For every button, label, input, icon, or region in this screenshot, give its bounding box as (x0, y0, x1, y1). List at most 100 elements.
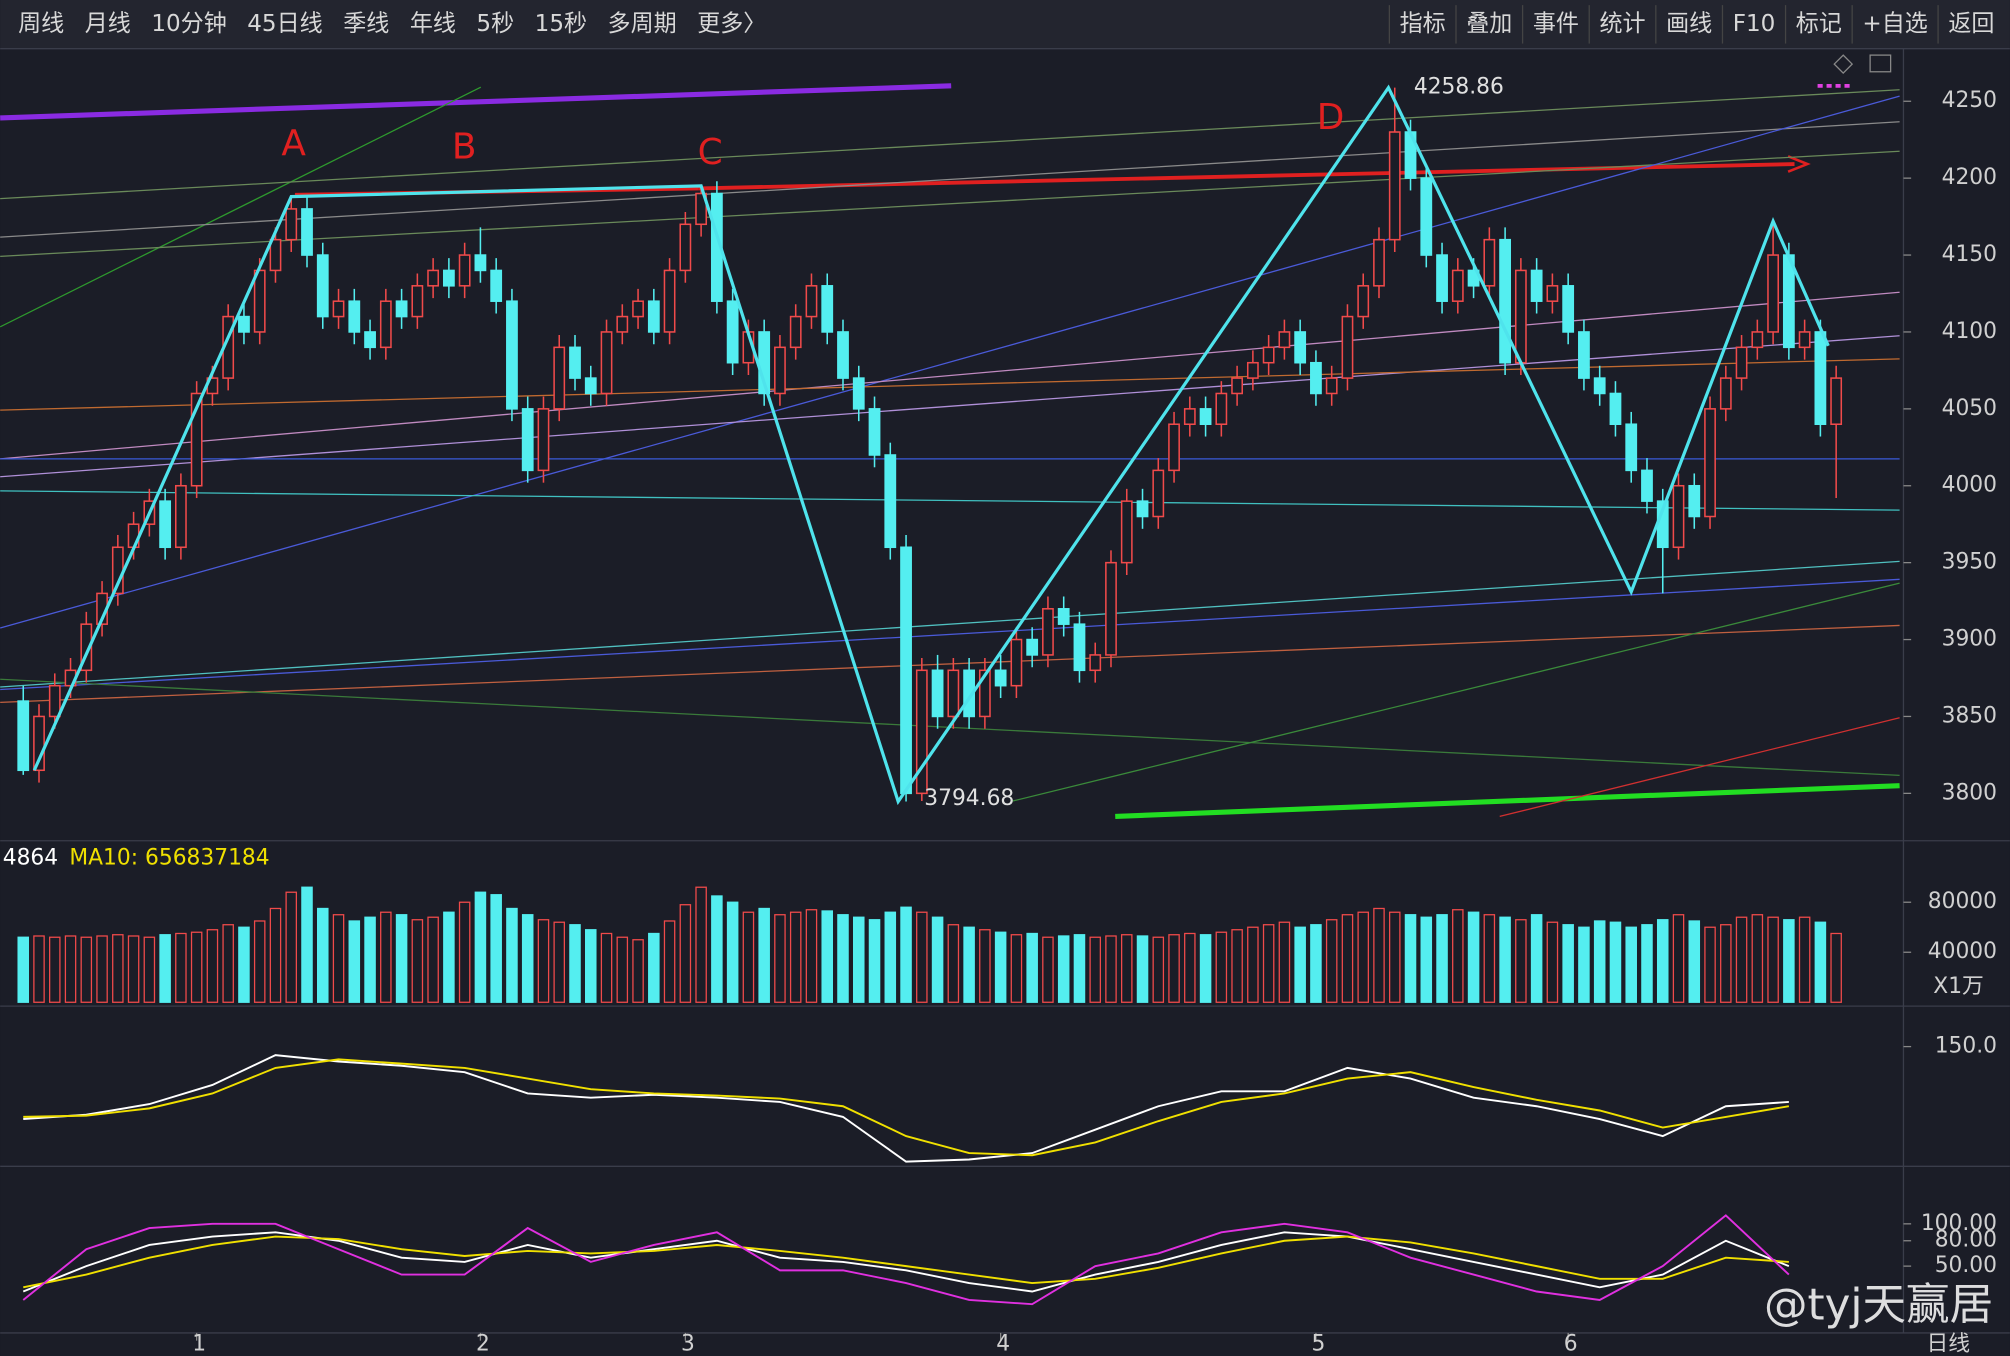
candle-body (679, 223, 692, 272)
candle-body (1562, 285, 1575, 333)
toolbar-button[interactable]: 15秒 (535, 11, 587, 37)
candle-body (805, 285, 818, 318)
candle-body (1026, 638, 1039, 656)
y-tick-label: 3850 (1942, 703, 1997, 728)
toolbar-button[interactable]: 季线 (343, 11, 389, 37)
candle-body (1735, 346, 1748, 379)
candle-body (1420, 177, 1433, 256)
volume-bar (537, 919, 550, 1003)
volume-bar (1641, 924, 1653, 1003)
period-label: 日线 (1927, 1331, 1971, 1356)
volume-bar (159, 934, 171, 1003)
volume-bar (1010, 934, 1023, 1003)
volume-bar (553, 921, 566, 1003)
toolbar-button[interactable]: 年线 (410, 11, 456, 37)
toolbar-button[interactable]: 事件 (1533, 11, 1579, 37)
volume-bar (1294, 926, 1306, 1003)
candle-body (726, 300, 739, 364)
candle-body (332, 300, 345, 318)
candle-body (1042, 608, 1054, 656)
volume-bar (1341, 914, 1354, 1003)
volume-bar (1483, 914, 1496, 1003)
x-tick-label: 4 (996, 1331, 1010, 1356)
candle-body (1120, 500, 1133, 564)
candle-body (269, 238, 282, 272)
point-letter: A (281, 123, 306, 164)
toolbar-button[interactable]: 返回 (1948, 11, 1994, 37)
toolbar-button[interactable]: 指标 (1400, 11, 1446, 37)
indicator-line (23, 1235, 1789, 1289)
volume-bar (1231, 929, 1243, 1003)
y-tick-label: 50.00 (1935, 1253, 1997, 1278)
volume-bar (1152, 936, 1165, 1003)
volume-bar (711, 895, 723, 1003)
volume-bar (96, 935, 108, 1003)
volume-bar (1057, 935, 1070, 1003)
volume-bar (852, 916, 865, 1003)
volume-bar (742, 911, 755, 1003)
y-tick-label: 4250 (1942, 88, 1997, 113)
toolbar-button[interactable]: 多周期 (608, 11, 677, 37)
volume-bar (1499, 916, 1511, 1003)
y-tick-label: 4050 (1942, 396, 1997, 421)
candle-body (1514, 269, 1527, 364)
volume-bar (190, 931, 203, 1003)
candle-body (174, 484, 187, 549)
candle-body (1073, 623, 1086, 672)
volume-bar (474, 891, 487, 1003)
volume-bar (1388, 911, 1401, 1003)
candle-body (1215, 392, 1228, 425)
candle-body (458, 254, 471, 287)
volume-bar (395, 914, 408, 1003)
candle-body (1057, 608, 1070, 625)
candle-body (663, 269, 676, 333)
candle-body (852, 377, 865, 410)
candle-body (1767, 254, 1779, 333)
volume-bar (127, 935, 140, 1003)
toolbar-button[interactable]: 10分钟 (151, 11, 226, 37)
volume-bar (1688, 920, 1701, 1003)
toolbar-button[interactable]: 更多〉 (697, 11, 766, 37)
candle-body (553, 346, 566, 410)
volume-bar (1578, 926, 1590, 1003)
toolbar-button[interactable]: F10 (1733, 11, 1776, 37)
candle-body (1168, 423, 1180, 472)
toolbar-button[interactable]: 叠加 (1466, 11, 1512, 37)
volume-bar (1262, 924, 1275, 1003)
volume-bar (269, 907, 282, 1003)
volume-bar (1593, 920, 1606, 1003)
candle-body (490, 269, 503, 302)
candle-body (238, 315, 250, 333)
toolbar-button[interactable]: 45日线 (247, 11, 322, 37)
volume-bar (1562, 924, 1574, 1003)
toolbar-button[interactable]: 5秒 (476, 11, 514, 37)
point-letter: D (1317, 97, 1345, 138)
toolbar-button[interactable]: 月线 (85, 11, 131, 37)
x-tick-label: 2 (476, 1331, 490, 1356)
candle-body (1609, 392, 1622, 425)
candle-body (379, 300, 392, 349)
candle-body (285, 208, 298, 241)
toolbar-button[interactable]: 画线 (1666, 11, 1712, 37)
candle-body (1089, 654, 1102, 672)
volume-bar (1814, 921, 1827, 1003)
volume-bar (569, 924, 581, 1003)
toolbar-button[interactable]: 标记 (1796, 11, 1842, 37)
volume-bar (1767, 916, 1779, 1003)
toolbar-button[interactable]: 周线 (18, 11, 64, 37)
candle-body (1593, 377, 1606, 395)
candle-body (1325, 377, 1338, 395)
volume-bar (884, 911, 897, 1003)
candle-body (1136, 500, 1149, 518)
volume-bar (380, 911, 392, 1003)
volume-bar (805, 909, 818, 1003)
volume-bar (1783, 919, 1795, 1003)
volume-bar (1735, 916, 1748, 1003)
high-label: 4258.86 (1414, 75, 1504, 100)
toolbar-button[interactable]: 统计 (1599, 11, 1645, 37)
pane-borders (0, 48, 2010, 1334)
indicator-line (23, 1054, 1789, 1163)
toolbar-button[interactable]: +自选 (1862, 11, 1927, 37)
candle-body (1341, 315, 1354, 379)
volume-bar (994, 931, 1007, 1003)
